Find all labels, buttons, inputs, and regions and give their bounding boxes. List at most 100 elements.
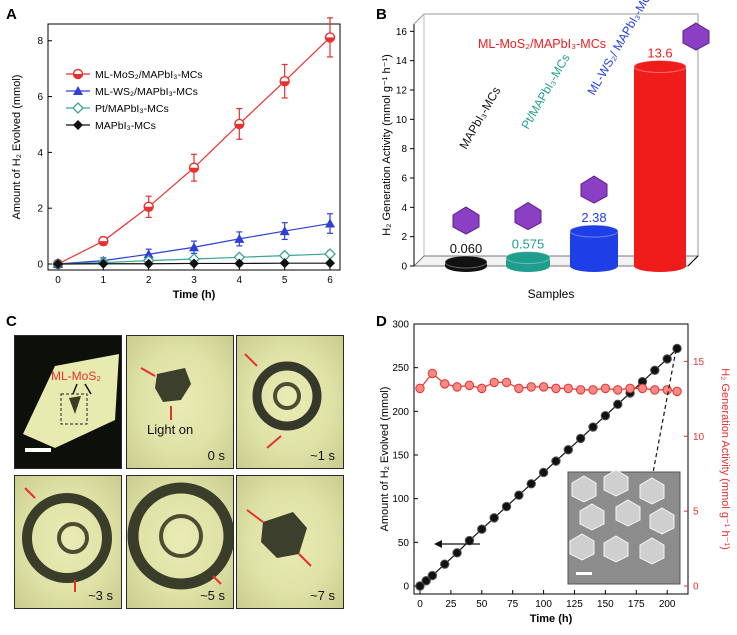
x-tick-label: 100 (535, 599, 552, 610)
data-point (189, 258, 199, 269)
sem-crystal (569, 533, 595, 561)
data-point (464, 535, 475, 546)
y-tick-label: 0 (403, 582, 409, 593)
x-tick-label: 4 (237, 275, 243, 286)
ring-inner (273, 382, 301, 410)
data-point (279, 258, 290, 269)
micrograph-4: ~5 s (126, 475, 234, 609)
ring-outer (127, 482, 233, 590)
micrograph-5-drawing (246, 509, 312, 567)
category-label: ML-MoS₂/MAPbI₃-MCs (478, 37, 606, 51)
data-point (650, 385, 660, 395)
data-point (464, 380, 475, 391)
micrograph-time: ~7 s (310, 588, 335, 603)
x-tick-label: 0 (55, 275, 61, 286)
data-point (452, 548, 462, 558)
y-tick-label: 6 (37, 92, 43, 103)
x-tick-label: 5 (282, 275, 288, 286)
data-point (637, 383, 648, 394)
micrograph-2-drawing (244, 353, 322, 449)
crystal-icon (514, 201, 542, 231)
data-point (234, 233, 245, 243)
micrograph-5: ~7 s (236, 475, 344, 609)
data-point (98, 258, 109, 269)
data-point (588, 385, 598, 395)
data-point (588, 422, 598, 432)
y-tick-label: 0 (401, 262, 407, 273)
sem-crystal (615, 499, 641, 527)
data-point (489, 377, 499, 388)
data-point (440, 379, 450, 389)
micrograph-3-drawing (22, 487, 112, 592)
legend-marker (73, 86, 83, 95)
x-tick-label: 1 (101, 275, 107, 286)
data-point (501, 377, 512, 388)
data-point (324, 248, 336, 260)
data-point (650, 365, 660, 375)
x-axis-label: Samples (528, 287, 575, 301)
data-point (501, 501, 512, 512)
x-tick-label: 6 (327, 275, 333, 286)
ring-outer (252, 361, 322, 431)
y-tick-label: 4 (401, 203, 407, 214)
data-point (526, 382, 536, 392)
data-point (526, 479, 536, 489)
data-point (415, 383, 425, 394)
y2-tick-label: 15 (693, 357, 705, 368)
x-axis-end (687, 255, 699, 267)
red-arrow (24, 487, 36, 499)
micrograph-1: Light on 0 s (126, 335, 234, 469)
data-point (421, 576, 431, 586)
x-tick-label: 0 (417, 599, 423, 610)
x-tick-label: 50 (476, 599, 488, 610)
series-line (419, 372, 678, 392)
y-axis-label: Amount of H₂ Evolved (mmol) (11, 75, 23, 220)
bar-base (506, 260, 550, 272)
y-tick-label: 300 (392, 320, 409, 331)
y-tick-label: 12 (396, 86, 408, 97)
data-point (600, 383, 611, 394)
data-point-fill (189, 167, 199, 173)
bar-base (570, 260, 618, 272)
micrograph-1-drawing (140, 367, 191, 420)
data-point-fill (234, 123, 244, 129)
y-axis-label: Amount of H₂ Evolved (mmol) (379, 387, 391, 532)
y-tick-label: 6 (401, 174, 407, 185)
micrograph-time: 0 s (207, 448, 225, 463)
micrograph-2: ~1 s (236, 335, 344, 469)
bar-base (634, 260, 686, 272)
x-tick-label: 150 (597, 599, 614, 610)
y-tick-label: 8 (37, 36, 43, 47)
crystal-icon (580, 175, 608, 204)
micrograph-time: ~1 s (310, 448, 335, 463)
bar-value-label: 0.060 (450, 241, 483, 256)
x-tick-label: 125 (566, 599, 583, 610)
ring-inner (159, 514, 203, 558)
micrograph-3: ~3 s (14, 475, 122, 609)
panel-letter-d: D (376, 313, 387, 330)
y-tick-label: 200 (392, 407, 409, 418)
data-point (325, 218, 335, 228)
micrograph-0-drawing (23, 354, 119, 452)
chart-d: 0 25 50 75 100 125 150 175 200050100150200250300… (379, 320, 731, 626)
data-point (489, 513, 499, 523)
plot-frame (47, 23, 341, 271)
data-point (514, 490, 524, 500)
bar-top (569, 224, 619, 238)
x-tick-label: 75 (507, 599, 519, 610)
ring-inner (57, 522, 89, 554)
data-point-fill (98, 241, 108, 246)
x-axis-label: Time (h) (530, 613, 573, 625)
red-arrow (246, 509, 264, 523)
data-point (662, 385, 672, 395)
y-tick-label: 0 (37, 260, 43, 271)
crystal-icon (682, 22, 710, 51)
y-tick-label: 100 (392, 494, 409, 505)
data-point (613, 385, 623, 395)
panel-letter-a: A (6, 6, 17, 23)
y-tick-label: 2 (37, 204, 43, 215)
panel-letter-b: B (376, 6, 387, 23)
legend-label: ML-MoS₂/MAPbI₃-MCs (95, 69, 203, 81)
y-tick-label: 4 (37, 148, 43, 159)
red-arrow (244, 353, 258, 367)
